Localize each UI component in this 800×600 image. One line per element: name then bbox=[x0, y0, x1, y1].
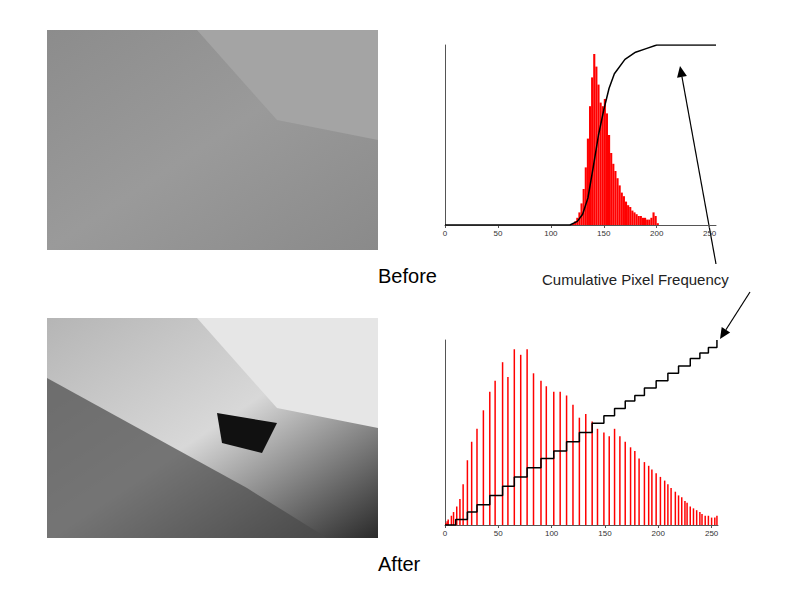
svg-text:After: After bbox=[378, 553, 421, 575]
svg-text:250: 250 bbox=[703, 229, 717, 238]
svg-text:100: 100 bbox=[545, 529, 559, 538]
svg-text:100: 100 bbox=[544, 229, 558, 238]
svg-text:150: 150 bbox=[597, 229, 611, 238]
svg-text:200: 200 bbox=[652, 529, 666, 538]
svg-text:0: 0 bbox=[443, 229, 448, 238]
svg-text:150: 150 bbox=[598, 529, 612, 538]
svg-text:0: 0 bbox=[443, 529, 448, 538]
svg-text:250: 250 bbox=[705, 529, 719, 538]
svg-text:200: 200 bbox=[650, 229, 664, 238]
svg-text:Cumulative Pixel Frequency: Cumulative Pixel Frequency bbox=[542, 271, 729, 288]
svg-text:50: 50 bbox=[493, 229, 502, 238]
svg-text:50: 50 bbox=[494, 529, 503, 538]
svg-text:Before: Before bbox=[378, 265, 437, 287]
